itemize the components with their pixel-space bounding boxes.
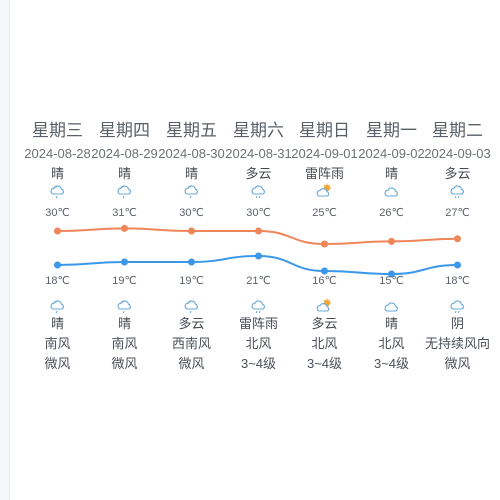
- date-label: 2024-09-01: [291, 146, 358, 161]
- partly-cloudy-rain-icon: [158, 298, 225, 314]
- high-temp-point: [121, 224, 128, 232]
- low-temp-point: [454, 261, 461, 269]
- cloud-rain-icon: [424, 298, 491, 314]
- weekday-label: 星期三: [32, 121, 83, 140]
- high-temp-point: [454, 235, 461, 243]
- date-label: 2024-08-29: [91, 146, 158, 161]
- high-temp-point: [255, 227, 262, 235]
- date-label: 2024-08-28: [24, 146, 91, 161]
- high-temp-label: 30℃: [45, 207, 70, 219]
- low-temp-label: 16℃: [312, 275, 337, 287]
- wind-direction: 北风: [378, 336, 405, 351]
- wind-level: 微风: [178, 356, 205, 371]
- low-temp-point: [321, 267, 328, 275]
- cloud-rain-icon: [424, 183, 491, 199]
- day-weather-text: 多云: [245, 166, 272, 181]
- low-temp-point: [388, 270, 395, 278]
- date-label: 2024-08-31: [225, 146, 292, 161]
- low-temp-label: 19℃: [112, 275, 137, 287]
- night-weather-text: 多云: [178, 316, 205, 331]
- partly-cloudy-rain-icon: [24, 183, 91, 199]
- low-temp-point: [188, 258, 195, 266]
- wind-level: 3~4级: [306, 356, 343, 371]
- left-panel-edge: [0, 0, 10, 500]
- wind-direction: 南风: [44, 336, 71, 351]
- day-weather-text: 多云: [444, 166, 471, 181]
- partly-cloudy-rain-icon: [91, 298, 158, 314]
- day-weather-text: 晴: [117, 166, 131, 181]
- day-column: 星期二 2024-09-03 多云 27℃ 18℃ 阴无持续风向微风: [424, 0, 491, 500]
- night-weather-text: 雷阵雨: [238, 316, 278, 331]
- wind-level: 微风: [111, 356, 138, 371]
- low-temp-label: 21℃: [246, 275, 271, 287]
- high-temp-label: 26℃: [379, 207, 404, 219]
- night-weather-text: 阴: [450, 316, 464, 331]
- sun-cloud-icon: [291, 183, 358, 199]
- low-temp-label: 18℃: [45, 275, 70, 287]
- cloud-icon: [358, 183, 425, 199]
- high-temp-label: 31℃: [112, 207, 137, 219]
- low-temp-point: [54, 261, 61, 269]
- night-weather-text: 晴: [50, 316, 64, 331]
- wind-level: 3~4级: [373, 356, 410, 371]
- wind-level: 3~4级: [240, 356, 277, 371]
- wind-direction: 南风: [111, 336, 138, 351]
- wind-direction: 无持续风向: [424, 336, 490, 351]
- partly-cloudy-rain-icon: [91, 183, 158, 199]
- low-temp-point: [121, 258, 128, 266]
- high-temp-label: 30℃: [246, 207, 271, 219]
- high-temp-point: [321, 240, 328, 248]
- cloud-icon: [358, 298, 425, 314]
- weekday-label: 星期日: [299, 121, 350, 140]
- wind-level: 微风: [44, 356, 71, 371]
- high-temp-label: 27℃: [445, 207, 470, 219]
- day-column: 星期五 2024-08-30 晴 30℃ 19℃ 多云西南风微风: [158, 0, 225, 500]
- high-temp-label: 30℃: [179, 207, 204, 219]
- day-column: 星期六 2024-08-31 多云 30℃ 21℃ 雷阵雨北风 3~4级: [225, 0, 292, 500]
- weekday-label: 星期五: [166, 121, 217, 140]
- partly-cloudy-rain-icon: [24, 298, 91, 314]
- day-weather-text: 晴: [184, 166, 198, 181]
- weekday-label: 星期一: [366, 121, 417, 140]
- cloud-rain-icon: [225, 183, 292, 199]
- low-temp-point: [255, 252, 262, 260]
- date-label: 2024-08-30: [158, 146, 225, 161]
- day-column: 星期日 2024-09-01 雷阵雨 25℃ 16℃ 多云北风 3~4级: [291, 0, 358, 500]
- low-temp-label: 19℃: [179, 275, 204, 287]
- weekday-label: 星期二: [432, 121, 483, 140]
- night-weather-text: 晴: [117, 316, 131, 331]
- date-label: 2024-09-02: [358, 146, 425, 161]
- day-column: 星期三 2024-08-28 晴 30℃ 18℃ 晴南风微风: [24, 0, 91, 500]
- day-column: 星期一 2024-09-02 晴 26℃ 15℃ 晴北风 3~4级: [358, 0, 425, 500]
- high-temp-point: [54, 227, 61, 235]
- date-label: 2024-09-03: [424, 146, 491, 161]
- wind-direction: 西南风: [171, 336, 211, 351]
- low-temp-label: 15℃: [379, 275, 404, 287]
- partly-cloudy-rain-icon: [158, 183, 225, 199]
- high-temp-point: [188, 227, 195, 235]
- wind-direction: 北风: [245, 336, 272, 351]
- weekday-label: 星期四: [99, 121, 150, 140]
- night-weather-text: 多云: [311, 316, 338, 331]
- weekday-label: 星期六: [233, 121, 284, 140]
- night-weather-text: 晴: [384, 316, 398, 331]
- day-weather-text: 晴: [384, 166, 398, 181]
- cloud-rain-icon: [225, 298, 292, 314]
- wind-level: 微风: [444, 356, 471, 371]
- high-temp-label: 25℃: [312, 207, 337, 219]
- high-temp-point: [388, 237, 395, 245]
- wind-direction: 北风: [311, 336, 338, 351]
- day-column: 星期四 2024-08-29 晴 31℃ 19℃ 晴南风微风: [91, 0, 158, 500]
- day-weather-text: 雷阵雨: [304, 166, 344, 181]
- day-weather-text: 晴: [50, 166, 64, 181]
- sun-cloud-icon: [291, 298, 358, 314]
- low-temp-label: 18℃: [445, 275, 470, 287]
